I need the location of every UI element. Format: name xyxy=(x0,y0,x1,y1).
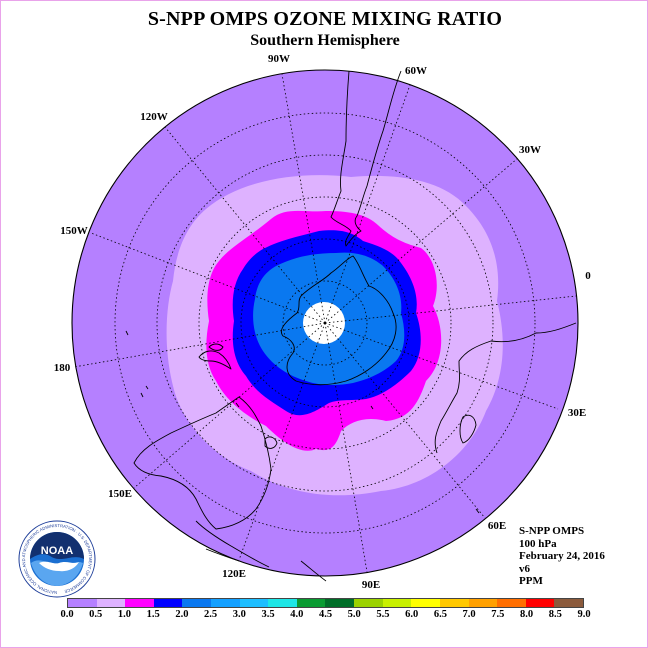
colorbar-tick-label: 0.5 xyxy=(89,609,103,620)
colorbar-swatch xyxy=(554,599,583,607)
lon-label-30w: 30W xyxy=(519,144,541,156)
colorbar-swatch xyxy=(468,599,498,607)
lon-label-60w: 60W xyxy=(405,65,427,77)
south-pole-marker xyxy=(323,321,327,325)
lon-label-0: 0 xyxy=(585,270,591,282)
logo-upper-field xyxy=(30,532,84,560)
lon-label-150e: 150E xyxy=(108,488,132,500)
lon-label-60e: 60E xyxy=(488,520,506,532)
colorbar-swatch xyxy=(325,599,355,607)
colorbar-tick-label: 6.0 xyxy=(405,609,419,620)
map-title: S-NPP OMPS OZONE MIXING RATIO xyxy=(147,8,503,30)
colorbar-swatch xyxy=(268,599,297,607)
colorbar-tick-label: 5.0 xyxy=(347,609,361,620)
latitude-circle xyxy=(156,154,494,492)
meridian-150w xyxy=(90,232,326,324)
lon-label-90w: 90W xyxy=(268,53,290,65)
coastline-madagascar xyxy=(459,414,477,444)
latitude-circle xyxy=(114,112,536,534)
coastline-africa xyxy=(434,322,577,454)
coastline-islands xyxy=(125,330,480,514)
colorbar-tick-label: 5.5 xyxy=(376,609,390,620)
colorbar-swatch xyxy=(211,599,240,607)
colorbar-swatch xyxy=(239,599,269,607)
map-boundary xyxy=(71,69,579,577)
colorbar-swatch xyxy=(411,599,440,607)
lon-label-150w: 150W xyxy=(60,225,88,237)
noaa-logo: NOAA NATIONAL OCEANIC AND ATMOSPHERIC AD… xyxy=(18,520,96,598)
lon-label-30e: 30E xyxy=(568,407,586,419)
colorbar-tick-label: 8.5 xyxy=(548,609,562,620)
colorbar-tick-label: 2.0 xyxy=(175,609,189,620)
colorbar-ticks: 0.0 0.5 1.0 1.5 2.0 2.5 3.0 3.5 4.0 4.5 5.0 5.5 6.0 6… xyxy=(60,609,590,623)
lon-label-120w: 120W xyxy=(140,111,168,123)
meridian-180 xyxy=(73,322,326,368)
colorbar-tick-label: 6.5 xyxy=(433,609,447,620)
colorbar-tick-label: 0.0 xyxy=(60,609,74,620)
info-level: 100 hPa xyxy=(519,537,557,550)
latitude-circle xyxy=(240,238,410,408)
info-block: S-NPP OMPS 100 hPa February 24, 2016 v6 … xyxy=(519,525,605,588)
coastline-antarctica xyxy=(281,255,397,386)
colorbar-swatch xyxy=(439,599,469,607)
info-units: PPM xyxy=(519,575,543,587)
colorbar-swatch xyxy=(68,599,97,607)
logo-gull xyxy=(39,561,79,572)
colorbar-swatch xyxy=(525,599,555,607)
coastline-australia xyxy=(133,396,272,530)
lon-label-90e: 90E xyxy=(362,579,380,591)
colorbar-tick-label: 3.0 xyxy=(232,609,246,620)
colorbar-swatch xyxy=(96,599,126,607)
coastlines xyxy=(125,70,577,582)
graticule xyxy=(73,73,577,573)
colorbar-tick-label: 7.0 xyxy=(462,609,476,620)
ozone-field xyxy=(72,70,578,576)
map-subtitle: Southern Hemisphere xyxy=(250,32,400,49)
longitude-labels: 90W 60W 30W 0 30E 60E 90E 120E 150E 180 … xyxy=(54,53,592,591)
colorbar-tick-label: 4.0 xyxy=(290,609,304,620)
latitude-circle xyxy=(198,196,452,450)
colorbar xyxy=(67,598,584,608)
lon-label-120e: 120E xyxy=(222,568,246,580)
lon-label-180: 180 xyxy=(54,362,71,374)
colorbar-swatch xyxy=(497,599,526,607)
coastline-south-america xyxy=(330,70,402,247)
meridian-30e xyxy=(324,322,559,410)
colorbar-tick-label: 1.0 xyxy=(117,609,131,620)
coastline-new-zealand xyxy=(198,343,232,370)
colorbar-swatch xyxy=(296,599,326,607)
info-date: February 24, 2016 xyxy=(519,550,605,562)
colorbar-tick-label: 9.0 xyxy=(577,609,591,620)
colorbar-tick-label: 1.5 xyxy=(146,609,160,620)
colorbar-tick-label: 7.5 xyxy=(491,609,505,620)
info-version: v6 xyxy=(519,562,530,575)
colorbar-swatch xyxy=(354,599,383,607)
colorbar-swatch xyxy=(382,599,412,607)
colorbar-swatch xyxy=(153,599,183,607)
info-instrument: S-NPP OMPS xyxy=(519,525,585,537)
coastline-tasmania xyxy=(264,436,278,449)
logo-text: NOAA xyxy=(41,545,73,557)
colorbar-tick-label: 4.5 xyxy=(318,609,333,620)
colorbar-tick-label: 2.5 xyxy=(204,609,218,620)
colorbar-swatch xyxy=(182,599,212,607)
latitude-circle xyxy=(282,280,368,366)
colorbar-swatch xyxy=(125,599,154,607)
colorbar-tick-label: 3.5 xyxy=(261,609,275,620)
colorbar-tick-label: 8.0 xyxy=(519,609,534,620)
